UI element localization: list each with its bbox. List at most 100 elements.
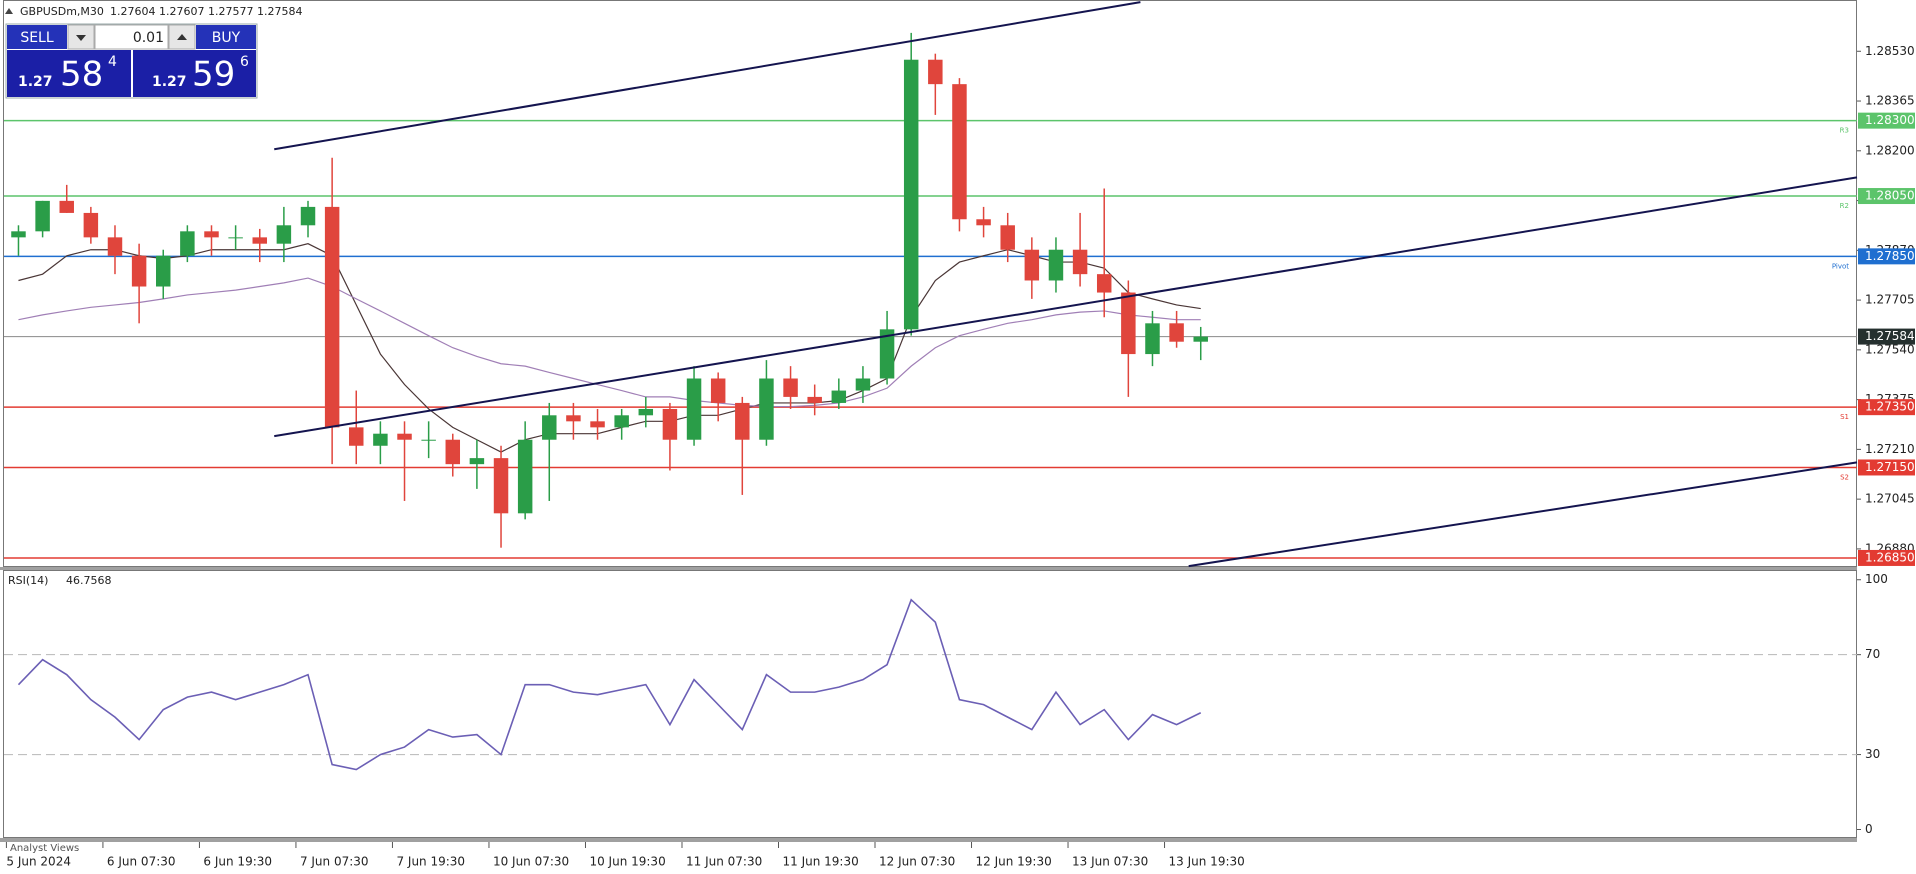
candle-body [1000,225,1015,250]
candle-body [131,255,147,287]
ohlc: 1.27604 1.27607 1.27577 1.27584 [110,5,302,18]
sell-price-box[interactable] [7,50,131,97]
candle-body [614,415,629,428]
level-name: R3 [1840,127,1849,135]
level-label: 1.28300 [1865,113,1915,127]
candle-body [421,439,436,441]
x-tick-label: 11 Jun 19:30 [782,855,858,869]
y-tick-label: 1.27705 [1865,293,1915,307]
level-box [1858,549,1915,566]
candle-body [759,378,774,440]
buy-price-box[interactable] [133,50,256,97]
candle-body [903,59,919,330]
candle-body [35,200,50,232]
trade-panel: SELL 0.01 BUY 1.27 58 4 1.27 59 6 [5,23,258,99]
candle-body [59,200,74,213]
candle-body [542,415,557,440]
level-name: Pivot [1832,262,1849,270]
level-label: 1.27350 [1865,400,1915,414]
candle-body [107,237,123,256]
buy-button[interactable] [196,25,256,49]
lot-down-icon[interactable] [76,35,86,41]
plot-layer: R3 R2 Pivot S1 S2 [4,1,1858,771]
candle-body [952,84,967,220]
level-box [1858,188,1915,205]
lot-value[interactable]: 0.01 [133,30,164,46]
x-tick-label: 5 Jun 2024 [6,855,71,869]
candle-body [397,433,412,440]
candle-body [638,408,654,416]
x-tick-label: 7 Jun 07:30 [300,855,369,869]
candle-body [1048,249,1064,281]
candle-body [879,329,895,379]
candle-body [1072,249,1088,275]
bid-pips[interactable]: 58 [60,55,103,95]
collapse-icon[interactable] [5,8,13,14]
sell-button[interactable] [7,25,67,49]
candle-body [180,231,195,256]
level-box [1858,399,1915,416]
candle-body [156,255,171,287]
candle-body [928,59,943,85]
candle-body [252,237,267,244]
last-price-box [1858,328,1915,345]
ask-point[interactable]: 6 [240,54,249,70]
level-box [1858,459,1915,476]
level-label: 1.27850 [1865,249,1915,263]
candle-body [1121,292,1136,355]
lot-input[interactable] [94,24,169,50]
candle-body [517,439,533,514]
y-tick-label: 1.28365 [1865,94,1915,108]
y-tick-label: 30 [1865,747,1880,761]
rsi-frame [3,570,1857,838]
rsi-label: RSI(14) [8,574,48,587]
buy-label[interactable]: BUY [212,30,241,46]
y-tick-label: 1.28200 [1865,143,1915,157]
level-name: R2 [1840,202,1849,210]
x-tick-label: 10 Jun 07:30 [493,855,569,869]
x-tick-label: 12 Jun 19:30 [976,855,1052,869]
lot-up-icon[interactable] [177,34,187,40]
candle-body [83,212,99,238]
y-tick-label: 0 [1865,822,1873,836]
ask-pips[interactable]: 59 [192,55,235,95]
candle-body [469,458,485,465]
moving-average [18,277,1201,408]
x-tick-label: 13 Jun 07:30 [1072,855,1148,869]
candle-body [493,458,509,514]
panel-separator [0,838,1857,842]
candle-body [1024,249,1040,281]
rsi-value: 46.7568 [66,574,112,587]
level-box [1858,112,1915,129]
footer-tab[interactable]: Analyst Views [10,843,79,854]
candle-body [807,396,822,403]
x-tick-label: 6 Jun 19:30 [203,855,272,869]
x-tick-label: 13 Jun 19:30 [1169,855,1245,869]
trendline [274,176,1858,438]
level-label: 1.28050 [1865,189,1915,203]
ask-big[interactable]: 1.27 [152,74,187,90]
axis-layer: 1.268801.270451.272101.273751.275401.277… [5,44,1915,869]
sell-label[interactable]: SELL [20,30,54,46]
level-name: S2 [1840,473,1849,481]
rsi-line [17,598,1202,771]
candle-body [831,390,847,403]
y-tick-label: 1.27210 [1865,442,1915,456]
x-tick-label: 11 Jun 07:30 [686,855,762,869]
x-tick-label: 6 Jun 07:30 [107,855,176,869]
y-tick-label: 100 [1865,572,1888,586]
panel-separator [0,567,1857,570]
candle-body [1145,323,1160,355]
y-tick-label: 1.28530 [1865,44,1915,58]
bid-big[interactable]: 1.27 [18,74,53,90]
candle-body [445,439,461,465]
candle-body [686,378,702,440]
bid-point[interactable]: 4 [108,54,117,70]
candle-body [855,378,871,391]
candle-body [590,421,605,428]
candle-body [1193,336,1208,342]
candle-body [204,231,219,238]
y-tick-label: 70 [1865,647,1880,661]
level-name: S1 [1840,413,1849,421]
